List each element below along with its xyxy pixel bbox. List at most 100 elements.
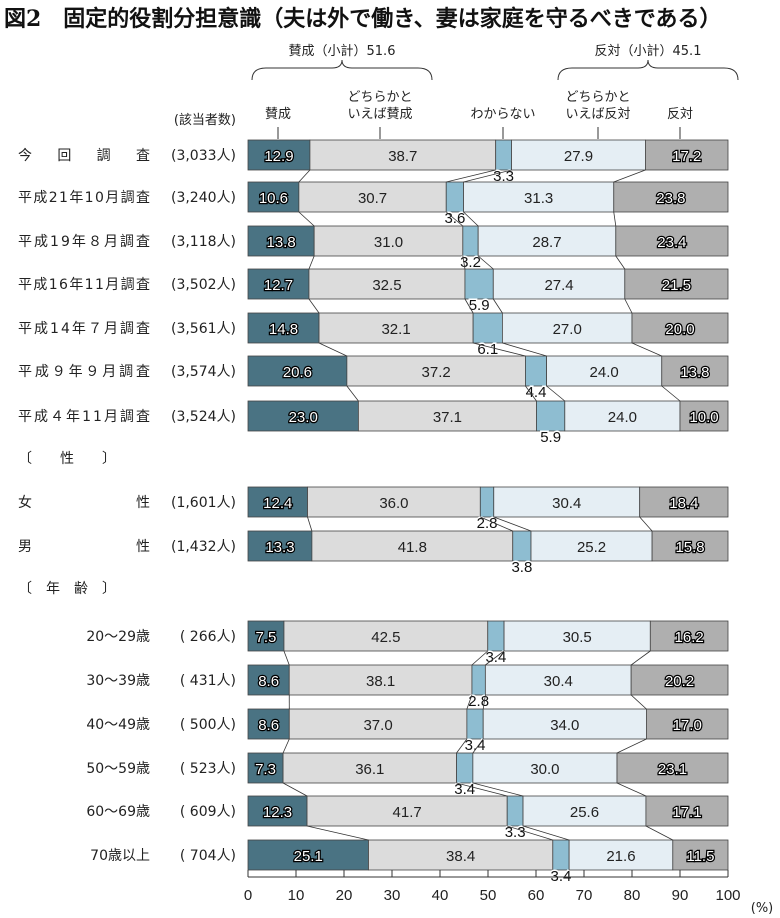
- data-label: 30.7: [358, 190, 387, 207]
- row-label: 平成９年９月調査: [18, 364, 150, 380]
- bar-segment: [487, 620, 505, 652]
- data-label-dont-know: 3.3: [505, 824, 526, 841]
- count-header: (該当者数): [174, 112, 236, 128]
- bar-segment: [288, 664, 473, 696]
- connector-line: [477, 255, 494, 270]
- connector-line: [630, 650, 651, 666]
- data-label: 37.1: [433, 409, 462, 426]
- connector-line: [308, 255, 315, 270]
- row-count: ( 266人): [180, 629, 236, 645]
- row-count: ( 609人): [180, 804, 236, 820]
- bar-segment: [466, 708, 484, 740]
- chart-title: 図2 固定的役割分担意識（夫は外で働き、妻は家庭を守るべきである）: [4, 6, 722, 32]
- data-label: 41.8: [398, 539, 427, 556]
- bar-segment: [318, 312, 474, 344]
- bar-segment: [631, 312, 729, 344]
- row-label: 50～59歳: [86, 761, 150, 777]
- x-tick-label: 60: [528, 887, 545, 904]
- row-label: 平成21年10月調査: [18, 190, 150, 206]
- connector-line: [471, 650, 489, 666]
- bar-segment: [247, 664, 290, 696]
- data-label: 31.0: [374, 234, 403, 251]
- section-heading: 〔 性 〕: [18, 451, 116, 467]
- data-label: 27.9: [564, 148, 593, 165]
- row-count: ( 431人): [180, 673, 236, 689]
- bar-segment: [651, 530, 729, 562]
- connector-line: [630, 694, 647, 710]
- connector-line: [546, 385, 566, 402]
- bar-segment: [346, 355, 526, 387]
- bar-segment: [492, 268, 626, 300]
- x-tick-label: 40: [432, 887, 449, 904]
- data-label: 25.6: [570, 804, 599, 821]
- connector-line: [462, 255, 466, 270]
- data-label: 23.8: [656, 190, 685, 207]
- bar-segment: [247, 708, 290, 740]
- row-label: 70歳以上: [90, 848, 150, 864]
- row-label: 30～39歳: [86, 673, 150, 689]
- data-label: 14.8: [269, 321, 298, 338]
- data-label: 37.2: [422, 364, 451, 381]
- connector-line: [464, 298, 474, 314]
- bar-segment: [247, 181, 300, 213]
- data-label: 11.5: [686, 848, 714, 865]
- x-tick-label: 20: [336, 887, 353, 904]
- connector-line: [507, 825, 553, 841]
- connector-line: [472, 738, 484, 754]
- bar-segment: [630, 664, 729, 696]
- data-label: 31.3: [524, 190, 553, 207]
- bar-segment: [506, 795, 524, 827]
- data-label: 8.6: [258, 717, 279, 734]
- row-label: 平成14年７月調査: [18, 321, 150, 337]
- bar-segment: [288, 708, 468, 740]
- data-label: 32.1: [381, 321, 410, 338]
- connector-line: [446, 169, 496, 183]
- data-label-dont-know: 6.1: [477, 341, 498, 358]
- data-label-dont-know: 3.4: [465, 737, 486, 754]
- data-label: 23.0: [289, 409, 318, 426]
- bar-segment: [495, 139, 512, 171]
- data-label-dont-know: 3.6: [444, 210, 465, 227]
- connector-line: [466, 694, 473, 710]
- bar-segment: [672, 839, 729, 871]
- connector-line: [522, 825, 570, 841]
- row-count: ( 500人): [180, 717, 236, 733]
- data-label: 27.4: [544, 277, 573, 294]
- connector-line: [492, 298, 503, 314]
- row-label: 男 性: [18, 539, 150, 555]
- data-label-dont-know: 4.4: [526, 384, 547, 401]
- data-label: 12.3: [263, 804, 292, 821]
- connector-line: [493, 516, 532, 532]
- connector-line: [298, 211, 315, 227]
- bar-segment: [525, 355, 547, 387]
- connector-line: [473, 342, 526, 357]
- x-tick-label: 50: [480, 887, 497, 904]
- bar-segment: [552, 839, 570, 871]
- connector-line: [445, 211, 464, 227]
- connector-line: [613, 211, 617, 227]
- data-label: 7.5: [256, 629, 277, 646]
- data-label: 37.0: [363, 717, 392, 734]
- row-count: (1,601人): [171, 495, 236, 511]
- bar-segment: [679, 400, 729, 432]
- bar-segment: [247, 530, 313, 562]
- row-label: 平成４年11月調査: [18, 409, 150, 425]
- data-label: 38.1: [366, 673, 395, 690]
- bar-segment: [479, 486, 495, 518]
- data-label: 42.5: [371, 629, 400, 646]
- connector-line: [346, 385, 359, 402]
- row-count: (3,574人): [171, 364, 236, 380]
- row-label: 40～49歳: [86, 717, 150, 733]
- data-label-dont-know: 2.8: [477, 515, 498, 532]
- data-label: 24.0: [590, 364, 619, 381]
- subtotal-label: 賛成（小計）51.6: [289, 43, 396, 59]
- legend-label: どちらかと: [565, 90, 630, 105]
- data-label: 24.0: [608, 409, 637, 426]
- row-count: ( 523人): [180, 761, 236, 777]
- connector-line: [480, 516, 513, 532]
- row-count: (1,432人): [171, 539, 236, 555]
- data-label: 12.4: [263, 495, 292, 512]
- x-tick-label: 70: [576, 887, 593, 904]
- bar-segment: [530, 530, 653, 562]
